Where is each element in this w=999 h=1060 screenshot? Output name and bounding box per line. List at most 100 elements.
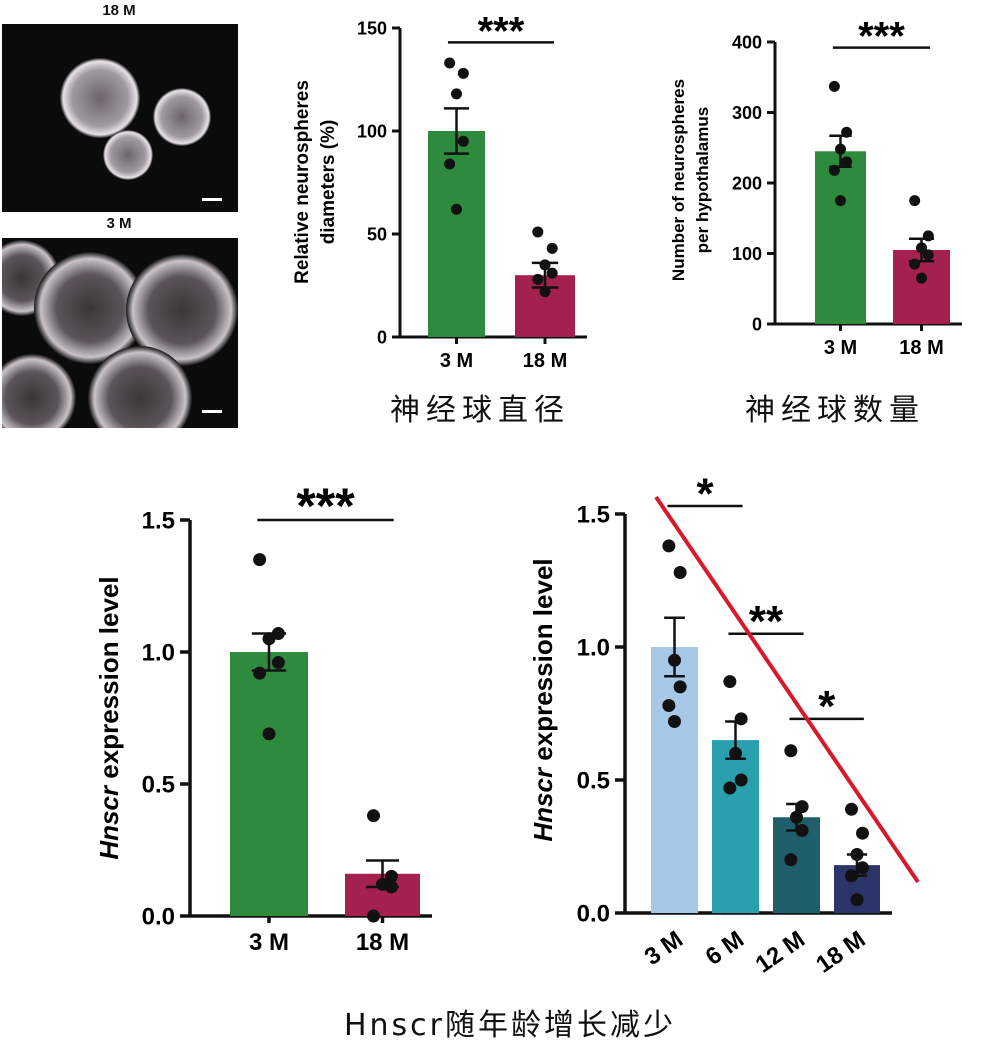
chart2-y-axis-label-rest: expression level xyxy=(94,576,124,786)
chart3-data-point xyxy=(668,714,681,728)
chart3-category-label: 6 M xyxy=(701,926,749,971)
chart2-data-point xyxy=(262,632,276,646)
chart0-data-point xyxy=(457,135,469,147)
chart2-ytick-label: 0.5 xyxy=(142,772,175,799)
chart3-data-point xyxy=(795,824,809,838)
chart3-data-point xyxy=(795,800,809,814)
chart1-ytick-label: 300 xyxy=(732,103,762,123)
chart2-data-point xyxy=(253,666,267,680)
chart3-data-point xyxy=(784,853,798,867)
chart1-data-point xyxy=(841,156,853,168)
chart2-y-axis-label-gene: Hnscr xyxy=(94,784,124,860)
chart0-data-point xyxy=(546,267,558,279)
chart0-data-point xyxy=(444,158,456,170)
chart3-ytick-label: 0.0 xyxy=(577,901,610,928)
chart0-data-point xyxy=(532,273,544,285)
chart3-data-point xyxy=(844,802,858,816)
chart2-data-point xyxy=(271,656,285,670)
chart2-data-point xyxy=(385,880,398,894)
chart3-data-point xyxy=(662,539,676,553)
chart2-category-label: 3 M xyxy=(249,929,289,956)
chart1-category-label: 3 M xyxy=(824,337,857,359)
chart3-data-point xyxy=(673,680,687,694)
neurosphere-image-18m xyxy=(60,58,222,201)
chart3-category-label: 18 M xyxy=(811,926,870,979)
chart1-significance-label: *** xyxy=(858,15,905,59)
chart2-data-point xyxy=(367,809,380,823)
caption-neurosphere-number: 神经球数量 xyxy=(745,393,925,428)
chart0-category-label: 3 M xyxy=(440,350,473,372)
micrograph-label-18m: 18 M xyxy=(102,2,136,19)
chart1-ytick-label: 100 xyxy=(732,244,762,264)
chart3-data-point xyxy=(856,826,870,840)
chart1-ytick-label: 0 xyxy=(752,314,762,334)
chart0-data-point xyxy=(457,67,469,79)
chart1-ytick-label: 400 xyxy=(732,32,762,52)
chart3-data-point xyxy=(668,653,681,667)
chart2-data-point xyxy=(253,553,267,567)
chart1-data-point xyxy=(828,164,840,176)
chart3-data-point xyxy=(856,861,870,875)
chart0-data-point xyxy=(444,57,456,69)
chart0-data-point xyxy=(451,203,462,215)
chart3-data-point xyxy=(784,744,798,758)
chart0-data-point xyxy=(539,259,551,271)
chart2-bar xyxy=(230,652,308,916)
chart0-significance-label: *** xyxy=(478,9,525,53)
chart1-y-axis-label-line: Number of neurospheres xyxy=(669,79,688,281)
chart0-ytick-label: 0 xyxy=(377,327,387,347)
chart3-category-label: 3 M xyxy=(640,926,688,971)
micrograph-3m xyxy=(2,238,238,428)
chart3-trend-line xyxy=(654,495,920,884)
chart3-ytick-label: 1.0 xyxy=(577,635,610,662)
chart3-ytick-label: 1.5 xyxy=(577,502,610,529)
chart3-bar xyxy=(712,740,759,913)
micrograph-18m xyxy=(2,24,238,212)
chart1-data-point xyxy=(916,272,927,284)
chart3-y-axis-label-gene: Hnscr xyxy=(528,766,558,842)
chart3-ytick-label: 0.5 xyxy=(577,768,610,795)
chart3-data-point xyxy=(723,781,737,795)
chart1-data-point xyxy=(835,143,846,155)
chart1-bar xyxy=(815,151,866,324)
chart1-y-axis-label-line: per hypothalamus xyxy=(693,107,712,253)
chart0-bar xyxy=(428,131,485,337)
chart0-category-label: 18 M xyxy=(523,350,567,372)
chart3-data-point xyxy=(723,675,737,689)
chart2-significance-label: *** xyxy=(296,478,355,534)
chart3-category-label: 12 M xyxy=(751,926,810,979)
chart1-data-point xyxy=(828,80,840,92)
chart1-data-point xyxy=(909,195,921,207)
chart3-data-point xyxy=(850,893,864,907)
chart3-data-point xyxy=(844,869,858,883)
chart1-data-point xyxy=(835,195,846,207)
chart1-data-point xyxy=(922,230,934,242)
chart3-y-axis-label-rest: expression level xyxy=(528,558,558,768)
chart2-data-point xyxy=(385,869,398,883)
chart1-data-point xyxy=(909,258,921,270)
chart0-y-axis-label: Relative neurospheres diameters (%) xyxy=(292,80,339,284)
chart1-data-point xyxy=(841,126,853,138)
chart2-data-point xyxy=(367,909,380,923)
chart1-data-point xyxy=(922,249,934,261)
chart2-data-point xyxy=(262,727,276,741)
caption-hnscr-decrease: Hnscr随年龄增长减少 xyxy=(343,1008,677,1043)
chart0-data-point xyxy=(532,226,544,238)
chart2-category-label: 18 M xyxy=(356,929,409,956)
chart0-data-point xyxy=(546,242,558,254)
chart1-ytick-label: 200 xyxy=(732,173,762,193)
chart0-y-axis-label-line: Relative neurospheres xyxy=(292,80,313,284)
chart3-significance-label: * xyxy=(696,469,714,518)
chart3-bar xyxy=(651,647,698,913)
chart0-y-axis-label-line: diameters (%) xyxy=(318,120,339,245)
chart1-y-axis-label: Number of neurospheres per hypothalamus xyxy=(669,79,712,281)
chart3-significance-label: ** xyxy=(749,597,784,646)
chart0-ytick-label: 100 xyxy=(357,121,387,141)
chart2-ytick-label: 1.0 xyxy=(142,640,175,667)
chart3-data-point xyxy=(790,810,803,824)
micrograph-label-3m: 3 M xyxy=(106,215,132,232)
chart3-data-point xyxy=(673,566,687,580)
chart0-ytick-label: 50 xyxy=(367,224,387,244)
chart0-data-point xyxy=(539,286,551,298)
